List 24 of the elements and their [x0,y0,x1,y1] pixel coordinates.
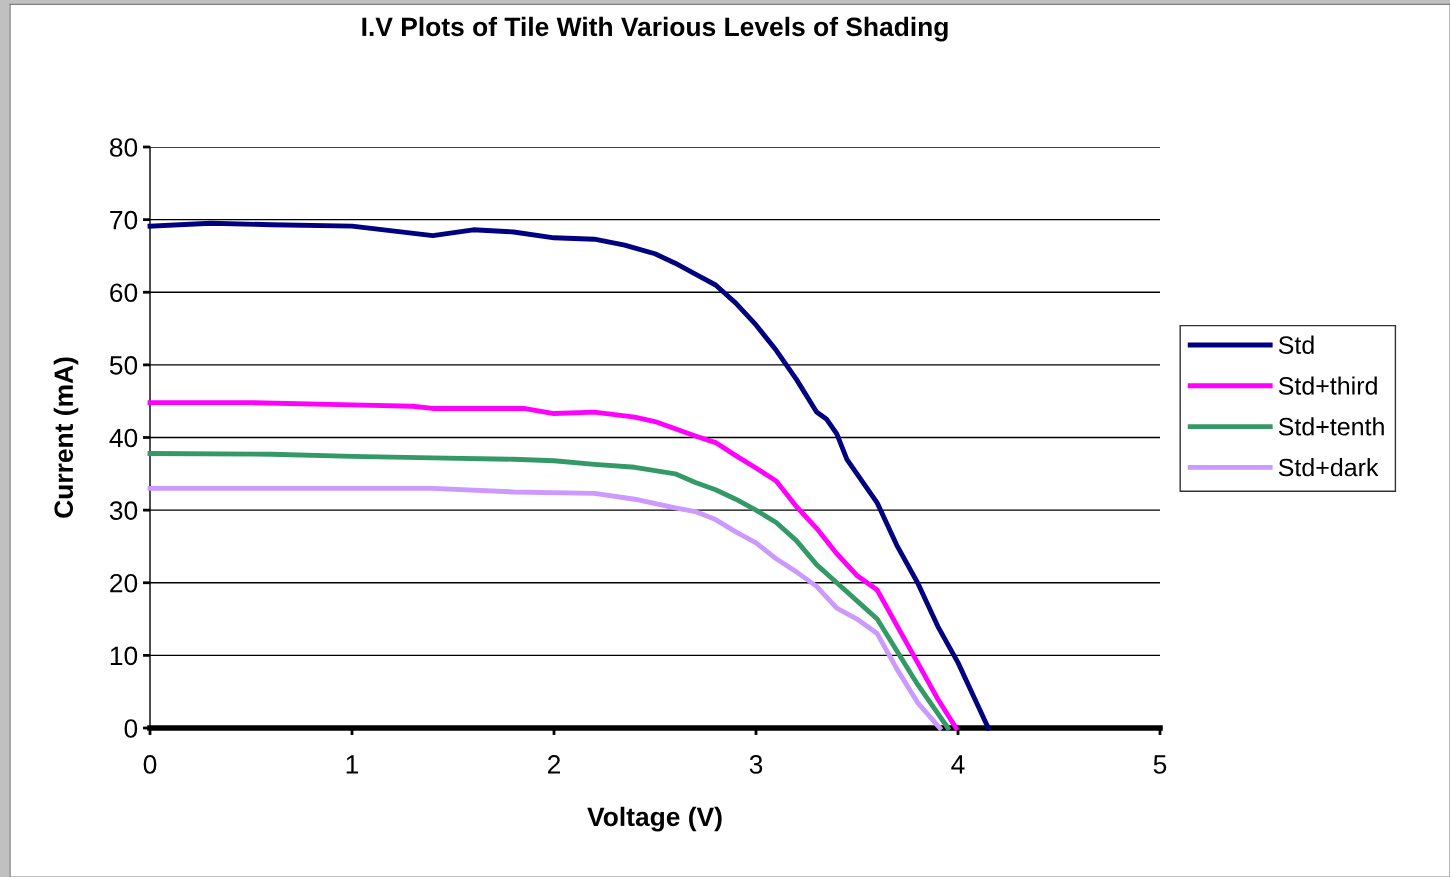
x-tick-label: 3 [749,755,763,774]
y-tick-label: 10 [110,646,138,666]
x-tick-label: 1 [346,755,359,774]
chart-title: I.V Plots of Tile With Various Levels of Shading [362,16,948,42]
legend-label: Std+tenth [1278,417,1384,436]
x-tick-label: 4 [951,755,965,774]
y-tick-label: 50 [109,356,138,375]
x-tick-label: 2 [547,755,561,774]
line-series [147,220,991,731]
y-tick-label: 60 [110,283,138,303]
y-tick-label: 0 [124,719,138,738]
x-tick-label: 5 [1153,755,1167,774]
y-tick-label: 70 [110,210,138,230]
x-tick-label: 0 [143,755,157,774]
y-tick-label: 30 [109,501,138,520]
legend-label: Std+third [1278,376,1377,395]
y-axis-title: Current (mA) [53,357,79,518]
legend-label: Std+dark [1278,458,1379,477]
y-tick-label: 80 [109,138,138,157]
line-series [147,400,959,731]
legend-label: Std [1278,335,1314,354]
y-tick-label: 20 [110,573,138,593]
y-tick-label: 40 [109,428,138,448]
x-axis-title: Voltage (V) [587,806,722,832]
